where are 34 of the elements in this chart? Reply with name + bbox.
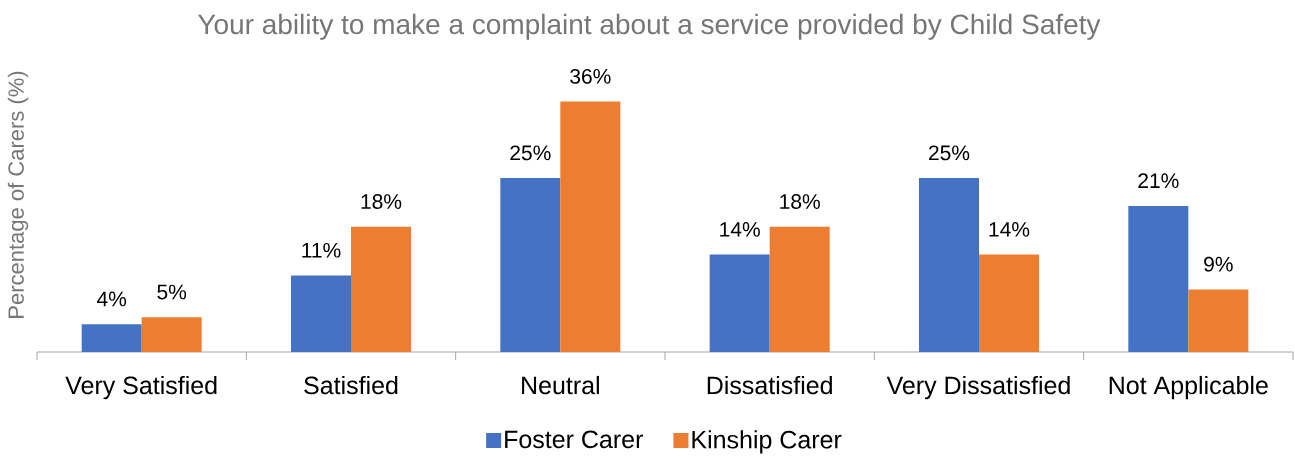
- data-label: 25%: [510, 145, 551, 161]
- bar: [560, 101, 621, 352]
- data-label: 11%: [302, 242, 341, 258]
- data-label: 9%: [1204, 256, 1233, 272]
- x-tick-label: Neutral: [522, 375, 599, 395]
- x-tick-label: Very Dissatisfied: [886, 375, 1070, 400]
- bar: [351, 226, 411, 352]
- data-label: 5%: [157, 284, 187, 300]
- bar: [709, 254, 770, 352]
- x-tick-label: Not Applicable: [1109, 375, 1268, 400]
- bar: [918, 178, 979, 352]
- data-label: 36%: [570, 68, 611, 84]
- bar: [1128, 205, 1189, 352]
- bar: [978, 254, 1039, 352]
- data-label: 4%: [96, 291, 127, 307]
- legend-label: Kinship Carer: [692, 430, 842, 454]
- bar: [291, 275, 351, 352]
- legend-label: Foster Carer: [505, 430, 643, 449]
- data-label: 14%: [989, 222, 1030, 237]
- bar: [141, 317, 202, 352]
- x-tick-label: Dissatisfied: [707, 375, 832, 395]
- x-tick-label: Satisfied: [304, 375, 398, 395]
- bar: [500, 178, 561, 352]
- bar: [769, 226, 830, 352]
- data-label: 14%: [720, 222, 760, 237]
- data-label: 21%: [1138, 173, 1179, 189]
- x-tick-label: Very Satisfied: [65, 375, 217, 400]
- chart-title: Your ability to make a complaint about a service provided by Child Safety: [198, 13, 1101, 40]
- y-axis-title: Percentage of Carers (%): [7, 71, 29, 318]
- data-label: 18%: [361, 194, 402, 209]
- bar: [1188, 289, 1249, 352]
- data-label: 18%: [780, 194, 820, 209]
- bar: [81, 324, 142, 352]
- data-label: 25%: [929, 145, 970, 161]
